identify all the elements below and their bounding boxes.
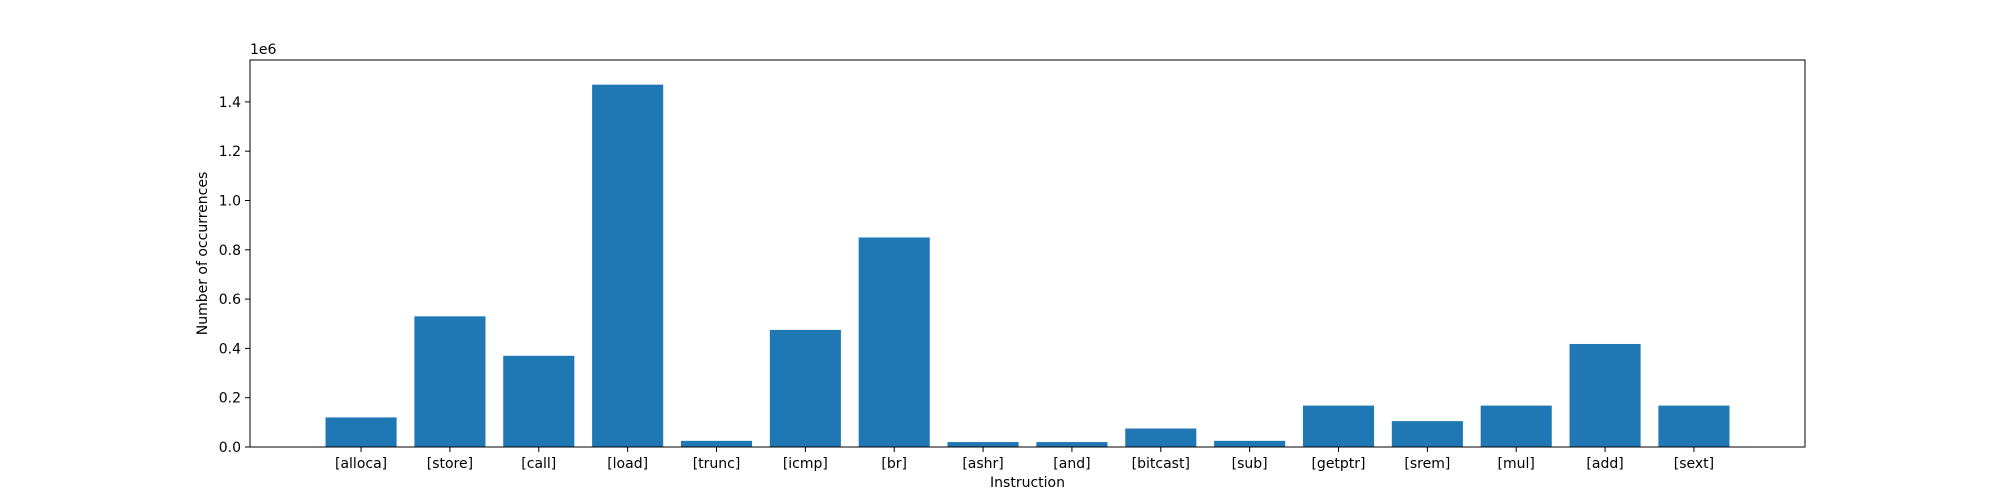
x-tick-label: [store] (427, 456, 473, 472)
y-axis-label: Number of occurrences (195, 172, 211, 336)
bars-group (325, 84, 1730, 447)
bar-sext (1658, 405, 1730, 447)
bar-mul (1480, 405, 1552, 447)
y-tick-label: 0.2 (219, 391, 241, 407)
x-tick-label: [trunc] (693, 456, 741, 472)
y-tick-label: 1.0 (219, 194, 241, 210)
x-tick-label: [mul] (1498, 456, 1535, 472)
x-tick-label: [bitcast] (1132, 456, 1190, 472)
x-tick-label: [getptr] (1311, 456, 1365, 472)
bar-alloca (325, 417, 397, 447)
y-tick-label: 0.4 (219, 341, 241, 357)
x-axis-ticks: [alloca] [store] [call] [load] [trunc] [icmp]… (335, 447, 1714, 472)
bar-getptr (1302, 405, 1375, 447)
bar-and (1036, 442, 1108, 447)
bar-ashr (947, 442, 1019, 447)
bar-bitcast (1125, 428, 1197, 447)
y-tick-label: 1.2 (219, 144, 241, 160)
bar-srem (1391, 421, 1463, 447)
x-tick-label: [alloca] (335, 456, 387, 472)
x-tick-label: [sext] (1674, 456, 1714, 472)
y-tick-label: 0.6 (219, 292, 241, 308)
x-tick-label: [sub] (1232, 456, 1268, 472)
x-tick-label: [srem] (1404, 456, 1450, 472)
bar-add (1569, 343, 1641, 447)
x-tick-label: [add] (1586, 456, 1623, 472)
plot-frame (249, 59, 1806, 448)
bar-call (503, 355, 575, 447)
bar-load (592, 84, 664, 447)
y-tick-label: 0.0 (219, 440, 241, 456)
x-tick-label: [load] (607, 456, 648, 472)
x-tick-label: [call] (521, 456, 556, 472)
y-axis-scale-label: 1e6 (250, 42, 277, 58)
y-tick-label: 1.4 (219, 95, 241, 111)
x-tick-label: [and] (1053, 456, 1090, 472)
x-tick-label: [ashr] (962, 456, 1003, 472)
x-tick-label: [br] (881, 456, 907, 472)
x-tick-label: [icmp] (783, 456, 828, 472)
x-axis-label: Instruction (990, 475, 1065, 491)
bar-store (414, 316, 486, 447)
bar-icmp (769, 329, 841, 447)
bar-br (858, 237, 930, 447)
bar-sub (1214, 440, 1286, 447)
y-tick-label: 0.8 (219, 243, 241, 259)
y-axis-ticks: 0.0 0.2 0.4 0.6 0.8 1.0 1.2 1.4 (219, 95, 250, 456)
bar-trunc (680, 440, 753, 447)
